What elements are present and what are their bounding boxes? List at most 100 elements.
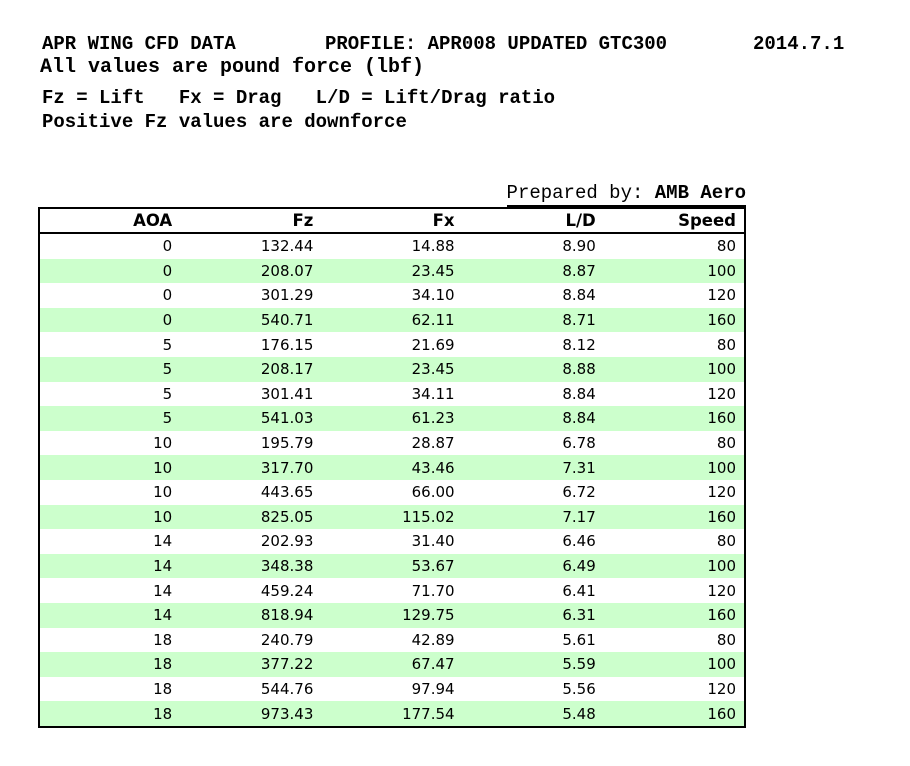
table-cell: 7.31	[462, 455, 604, 480]
table-cell: 177.54	[321, 701, 463, 727]
table-cell: 62.11	[321, 307, 463, 333]
table-cell: 973.43	[180, 701, 322, 727]
table-cell: 120	[603, 381, 745, 407]
table-cell: 80	[603, 430, 745, 456]
data-table: AOA Fz Fx L/D Speed 0 132.44 14.88 8.90 80 0 2…	[38, 207, 746, 728]
document-title: APR WING CFD DATA	[42, 33, 236, 55]
table-cell: 544.76	[180, 676, 322, 702]
table-cell: 23.45	[321, 258, 463, 284]
table-cell: 120	[603, 676, 745, 702]
table-cell: 7.17	[462, 504, 604, 530]
table-row: 18 377.22 67.47 5.59 100	[39, 652, 745, 677]
table-cell: 100	[603, 652, 745, 677]
subtitle: All values are pound force (lbf)	[40, 56, 425, 79]
table-cell: 5	[39, 332, 181, 357]
table-row: 10 443.65 66.00 6.72 120	[39, 479, 745, 505]
table-cell: 18	[39, 627, 181, 653]
table-cell: 115.02	[321, 504, 463, 530]
table-cell: 120	[603, 283, 745, 308]
table-cell: 132.44	[180, 233, 322, 259]
table-cell: 5.61	[462, 627, 604, 653]
table-row: 10 195.79 28.87 6.78 80	[39, 430, 745, 456]
table-cell: 6.41	[462, 578, 604, 603]
table-cell: 301.29	[180, 283, 322, 308]
table-cell: 100	[603, 258, 745, 284]
table-cell: 8.84	[462, 381, 604, 407]
legend-line: Fz = Lift Fx = Drag L/D = Lift/Drag rati…	[42, 87, 556, 109]
table-cell: 129.75	[321, 602, 463, 628]
column-header-speed: Speed	[603, 208, 745, 234]
table-cell: 0	[39, 307, 181, 333]
table-cell: 825.05	[180, 504, 322, 530]
table-cell: 5.48	[462, 701, 604, 727]
table-cell: 5.59	[462, 652, 604, 677]
table-row: 5 301.41 34.11 8.84 120	[39, 381, 745, 407]
table-cell: 6.78	[462, 430, 604, 456]
table-cell: 14	[39, 553, 181, 579]
column-header-fz: Fz	[180, 208, 322, 234]
table-cell: 53.67	[321, 553, 463, 579]
table-cell: 10	[39, 479, 181, 505]
column-header-ld: L/D	[462, 208, 604, 234]
table-row: 14 459.24 71.70 6.41 120	[39, 578, 745, 603]
table-cell: 42.89	[321, 627, 463, 653]
table-cell: 160	[603, 504, 745, 530]
table-cell: 66.00	[321, 479, 463, 505]
table-cell: 0	[39, 283, 181, 308]
table-cell: 0	[39, 258, 181, 284]
table-cell: 18	[39, 652, 181, 677]
table-header-row: AOA Fz Fx L/D Speed	[39, 208, 745, 234]
table-body: 0 132.44 14.88 8.90 80 0 208.07 23.45 8.87 100 0 30…	[39, 233, 745, 727]
table-cell: 100	[603, 553, 745, 579]
table-cell: 80	[603, 529, 745, 554]
table-cell: 14	[39, 529, 181, 554]
table-cell: 818.94	[180, 602, 322, 628]
table-cell: 18	[39, 676, 181, 702]
table-cell: 202.93	[180, 529, 322, 554]
table-row: 5 541.03 61.23 8.84 160	[39, 406, 745, 431]
column-header-aoa: AOA	[39, 208, 181, 234]
table-cell: 377.22	[180, 652, 322, 677]
table-cell: 34.11	[321, 381, 463, 407]
table-cell: 348.38	[180, 553, 322, 579]
table-row: 18 973.43 177.54 5.48 160	[39, 701, 745, 727]
table-cell: 6.72	[462, 479, 604, 505]
table-cell: 301.41	[180, 381, 322, 407]
table-cell: 0	[39, 233, 181, 259]
table-cell: 100	[603, 356, 745, 382]
table-cell: 80	[603, 627, 745, 653]
table-cell: 443.65	[180, 479, 322, 505]
table-cell: 8.88	[462, 356, 604, 382]
table-cell: 5.56	[462, 676, 604, 702]
table-cell: 5	[39, 356, 181, 382]
table-cell: 43.46	[321, 455, 463, 480]
table-row: 14 202.93 31.40 6.46 80	[39, 529, 745, 554]
table-cell: 240.79	[180, 627, 322, 653]
table-cell: 71.70	[321, 578, 463, 603]
table-cell: 100	[603, 455, 745, 480]
table-cell: 541.03	[180, 406, 322, 431]
table-cell: 31.40	[321, 529, 463, 554]
column-header-fx: Fx	[321, 208, 463, 234]
table-cell: 5	[39, 406, 181, 431]
table-cell: 459.24	[180, 578, 322, 603]
table-cell: 176.15	[180, 332, 322, 357]
table-row: 10 317.70 43.46 7.31 100	[39, 455, 745, 480]
prepared-by-value: AMB Aero	[654, 182, 746, 204]
table-cell: 23.45	[321, 356, 463, 382]
table-cell: 61.23	[321, 406, 463, 431]
prepared-by-line: Prepared by: AMB Aero	[38, 182, 746, 207]
table-row: 14 818.94 129.75 6.31 160	[39, 602, 745, 628]
table-cell: 195.79	[180, 430, 322, 456]
table-cell: 14	[39, 578, 181, 603]
table-cell: 6.31	[462, 602, 604, 628]
table-cell: 5	[39, 381, 181, 407]
table-cell: 21.69	[321, 332, 463, 357]
table-cell: 8.71	[462, 307, 604, 333]
table-row: 5 208.17 23.45 8.88 100	[39, 356, 745, 382]
table-cell: 28.87	[321, 430, 463, 456]
prepared-by-label: Prepared by:	[506, 182, 655, 204]
table-cell: 80	[603, 332, 745, 357]
table-cell: 6.49	[462, 553, 604, 579]
table-cell: 317.70	[180, 455, 322, 480]
